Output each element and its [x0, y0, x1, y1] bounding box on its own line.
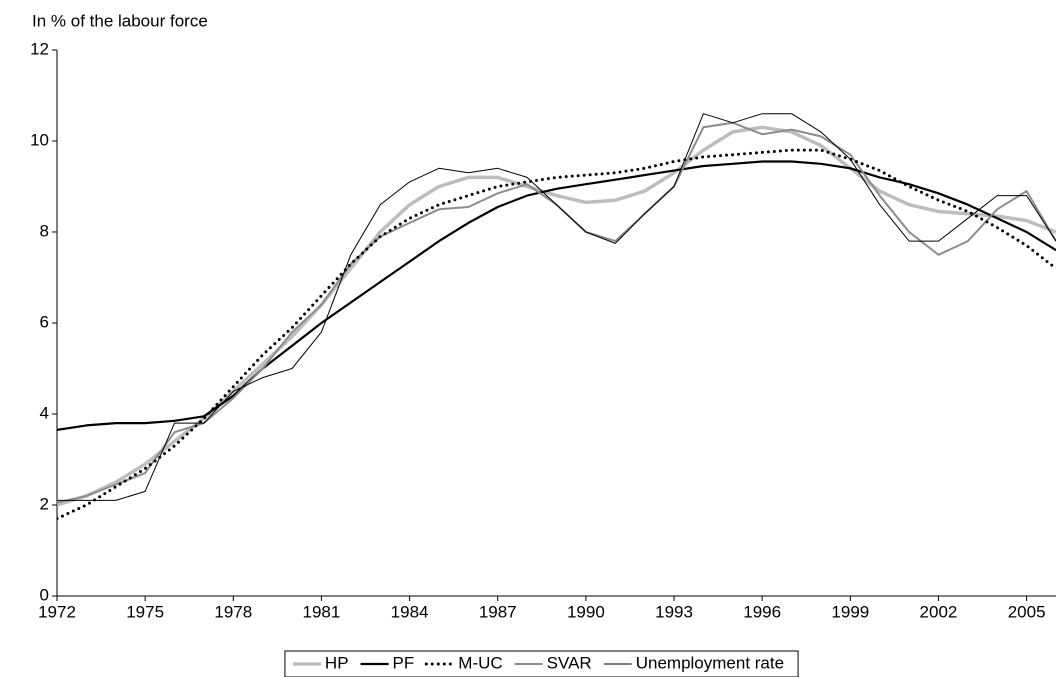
legend-label: PF — [393, 653, 415, 672]
legend-label: SVAR — [547, 653, 592, 672]
y-tick-label: 8 — [40, 221, 49, 240]
y-tick-label: 10 — [30, 130, 49, 149]
x-tick-label: 2002 — [920, 602, 958, 621]
legend-box — [284, 650, 799, 677]
series-line — [57, 148, 1056, 521]
x-tick-label: 1972 — [38, 602, 76, 621]
x-tick-label: 1975 — [126, 602, 164, 621]
x-tick-label: 1981 — [303, 602, 341, 621]
x-tick-label: 1987 — [479, 602, 517, 621]
legend-label: HP — [325, 653, 349, 672]
y-tick-label: 12 — [30, 39, 49, 58]
y-tick-label: 2 — [40, 494, 49, 513]
series-line — [57, 113, 1056, 501]
x-tick-label: 1999 — [831, 602, 869, 621]
x-tick-label: 2005 — [1008, 602, 1046, 621]
x-tick-label: 1978 — [214, 602, 252, 621]
y-tick-label: 0 — [40, 585, 49, 604]
x-tick-label: 1993 — [655, 602, 693, 621]
series-line — [57, 121, 1056, 504]
legend-label: Unemployment rate — [636, 653, 784, 672]
x-tick-label: 1984 — [391, 602, 429, 621]
series-line — [57, 125, 1056, 507]
x-tick-label: 1996 — [743, 602, 781, 621]
y-tick-label: 4 — [40, 403, 49, 422]
y-tick-label: 6 — [40, 312, 49, 331]
y-axis-title: In % of the labour force — [32, 11, 208, 30]
x-tick-label: 1990 — [567, 602, 605, 621]
legend-label: M-UC — [458, 653, 502, 672]
